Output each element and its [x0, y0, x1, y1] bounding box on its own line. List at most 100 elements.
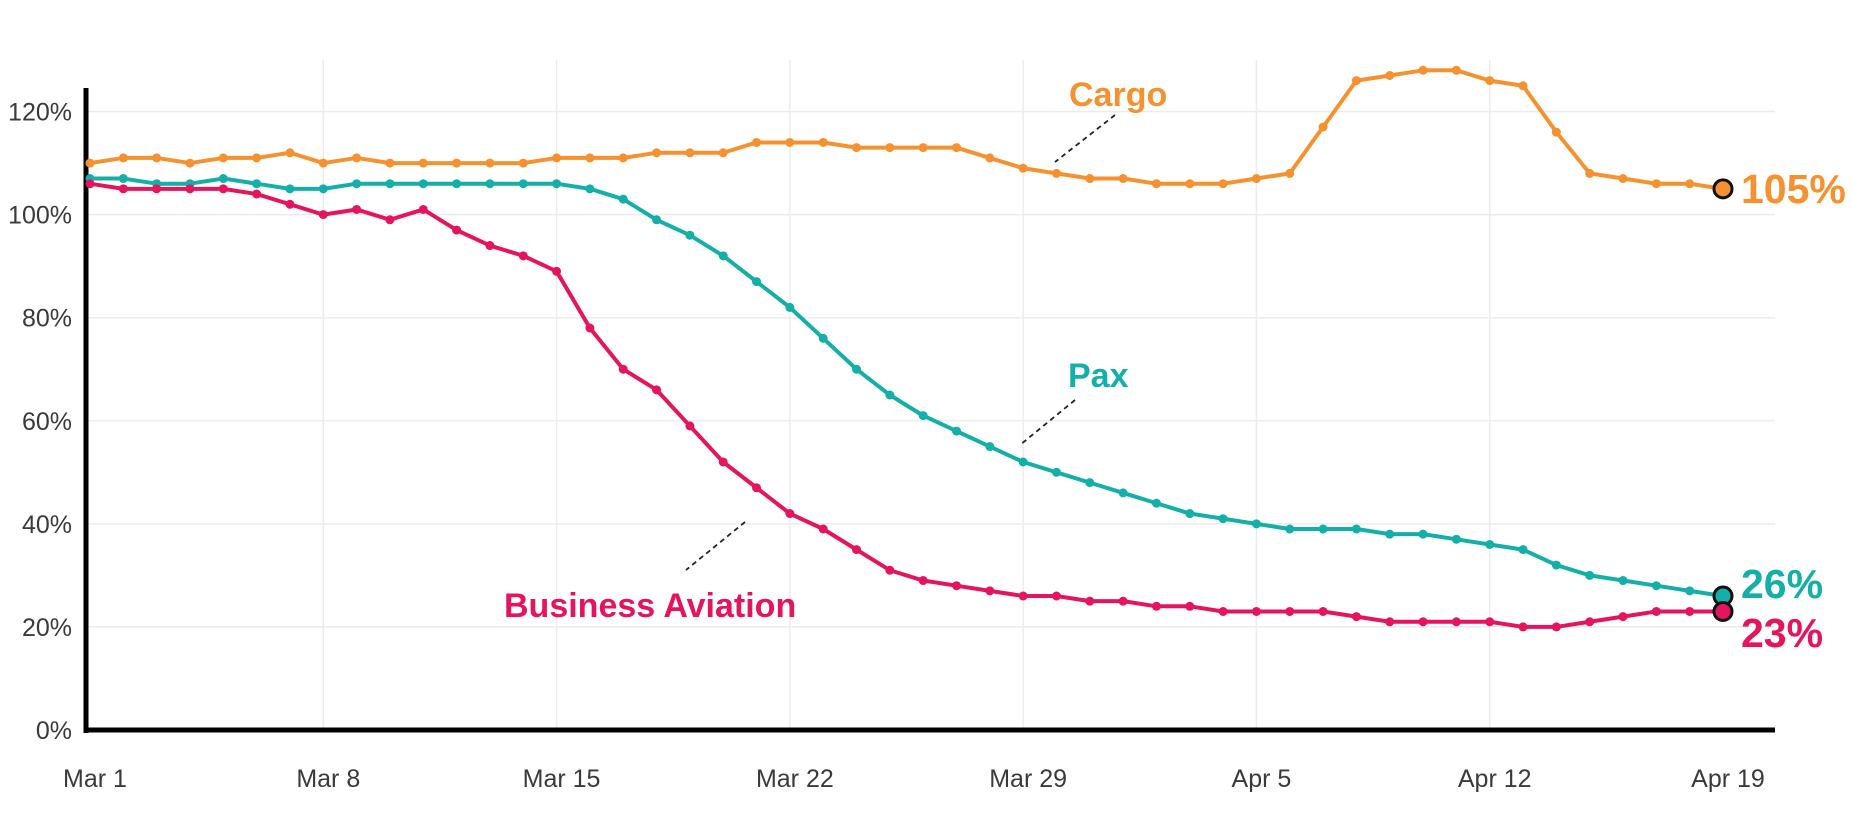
data-point-business-aviation	[118, 184, 128, 194]
series-annotations: Cargo 105% Pax 26% Business Aviation 23%	[504, 76, 1846, 656]
data-point-business-aviation	[318, 210, 328, 220]
data-point-pax	[1585, 570, 1595, 580]
data-point-business-aviation	[1185, 601, 1195, 611]
series-lines	[85, 65, 1734, 632]
data-point-cargo	[652, 148, 662, 158]
x-tick-label: Mar 22	[756, 765, 834, 793]
data-point-pax	[1018, 457, 1028, 467]
data-point-business-aviation	[1451, 617, 1461, 627]
data-point-pax	[318, 184, 328, 194]
y-tick-label: 80%	[22, 305, 72, 333]
data-point-business-aviation	[185, 184, 195, 194]
y-tick-label: 100%	[8, 202, 72, 230]
data-point-business-aviation	[852, 545, 862, 555]
data-point-pax	[385, 179, 395, 189]
data-point-cargo	[152, 153, 162, 163]
data-point-business-aviation	[1151, 601, 1161, 611]
data-point-business-aviation	[1551, 622, 1561, 632]
data-point-cargo	[385, 158, 395, 168]
data-point-cargo	[818, 137, 828, 147]
data-point-pax	[1051, 467, 1061, 477]
series-label-pax: Pax	[1068, 357, 1129, 395]
y-tick-labels: 0% 20% 40% 60% 80% 100% 120%	[8, 99, 72, 745]
y-tick-label: 0%	[36, 717, 72, 745]
data-point-cargo	[1018, 163, 1028, 173]
end-marker-cargo	[1712, 178, 1734, 200]
data-point-pax	[618, 194, 628, 204]
data-point-business-aviation	[85, 179, 95, 189]
data-point-business-aviation	[1318, 606, 1328, 616]
data-point-pax	[1685, 586, 1695, 596]
data-point-business-aviation	[1651, 606, 1661, 616]
data-point-cargo	[585, 153, 595, 163]
y-tick-label: 120%	[8, 99, 72, 127]
data-point-cargo	[1485, 76, 1495, 86]
data-point-pax	[1251, 519, 1261, 529]
data-point-cargo	[118, 153, 128, 163]
data-point-business-aviation	[618, 364, 628, 374]
data-point-cargo	[985, 153, 995, 163]
end-marker-business-aviation	[1712, 600, 1734, 622]
end-value-label-cargo: 105%	[1741, 166, 1846, 212]
data-point-cargo	[752, 137, 762, 147]
data-point-business-aviation	[285, 199, 295, 209]
data-point-cargo	[418, 158, 428, 168]
leader-line-business-aviation	[685, 521, 746, 571]
series-cargo	[85, 65, 1734, 200]
data-point-cargo	[485, 158, 495, 168]
data-point-cargo	[1551, 127, 1561, 137]
data-point-business-aviation	[518, 251, 528, 261]
data-point-cargo	[852, 143, 862, 153]
data-point-cargo	[618, 153, 628, 163]
data-point-business-aviation	[818, 524, 828, 534]
data-point-pax	[1085, 478, 1095, 488]
data-point-business-aviation	[785, 509, 795, 519]
data-point-business-aviation	[1218, 606, 1228, 616]
data-point-pax	[1385, 529, 1395, 539]
data-point-cargo	[1451, 65, 1461, 75]
data-point-cargo	[951, 143, 961, 153]
data-point-cargo	[185, 158, 195, 168]
data-point-pax	[552, 179, 562, 189]
data-point-cargo	[718, 148, 728, 158]
x-tick-label: Apr 12	[1458, 765, 1532, 793]
series-line-pax	[90, 176, 1724, 598]
data-point-pax	[352, 179, 362, 189]
data-point-cargo	[1418, 65, 1428, 75]
data-point-business-aviation	[1585, 617, 1595, 627]
x-tick-label: Mar 1	[63, 765, 127, 793]
data-point-cargo	[1685, 179, 1695, 189]
data-point-pax	[1485, 539, 1495, 549]
data-point-cargo	[685, 148, 695, 158]
data-point-pax	[1451, 534, 1461, 544]
data-point-pax	[918, 411, 928, 421]
data-point-pax	[1218, 514, 1228, 524]
data-point-pax	[118, 174, 128, 184]
data-point-cargo	[1185, 179, 1195, 189]
data-point-pax	[718, 251, 728, 261]
end-value-label-business-aviation: 23%	[1741, 610, 1823, 656]
data-point-cargo	[1051, 168, 1061, 178]
data-point-business-aviation	[552, 266, 562, 276]
data-point-pax	[418, 179, 428, 189]
data-point-cargo	[318, 158, 328, 168]
data-point-pax	[818, 333, 828, 343]
data-point-business-aviation	[652, 385, 662, 395]
data-point-business-aviation	[1085, 596, 1095, 606]
x-tick-label: Mar 29	[989, 765, 1067, 793]
data-point-cargo	[218, 153, 228, 163]
data-point-pax	[985, 442, 995, 452]
data-point-cargo	[918, 143, 928, 153]
y-tick-label: 20%	[22, 614, 72, 642]
data-point-business-aviation	[1385, 617, 1395, 627]
data-point-pax	[452, 179, 462, 189]
data-point-business-aviation	[452, 225, 462, 235]
data-point-cargo	[285, 148, 295, 158]
data-point-cargo	[1285, 168, 1295, 178]
x-tick-labels: Mar 1 Mar 8 Mar 15 Mar 22 Mar 29 Apr 5 Apr 12 A…	[63, 765, 1765, 793]
data-point-pax	[785, 302, 795, 312]
data-point-cargo	[85, 158, 95, 168]
data-point-business-aviation	[918, 576, 928, 586]
